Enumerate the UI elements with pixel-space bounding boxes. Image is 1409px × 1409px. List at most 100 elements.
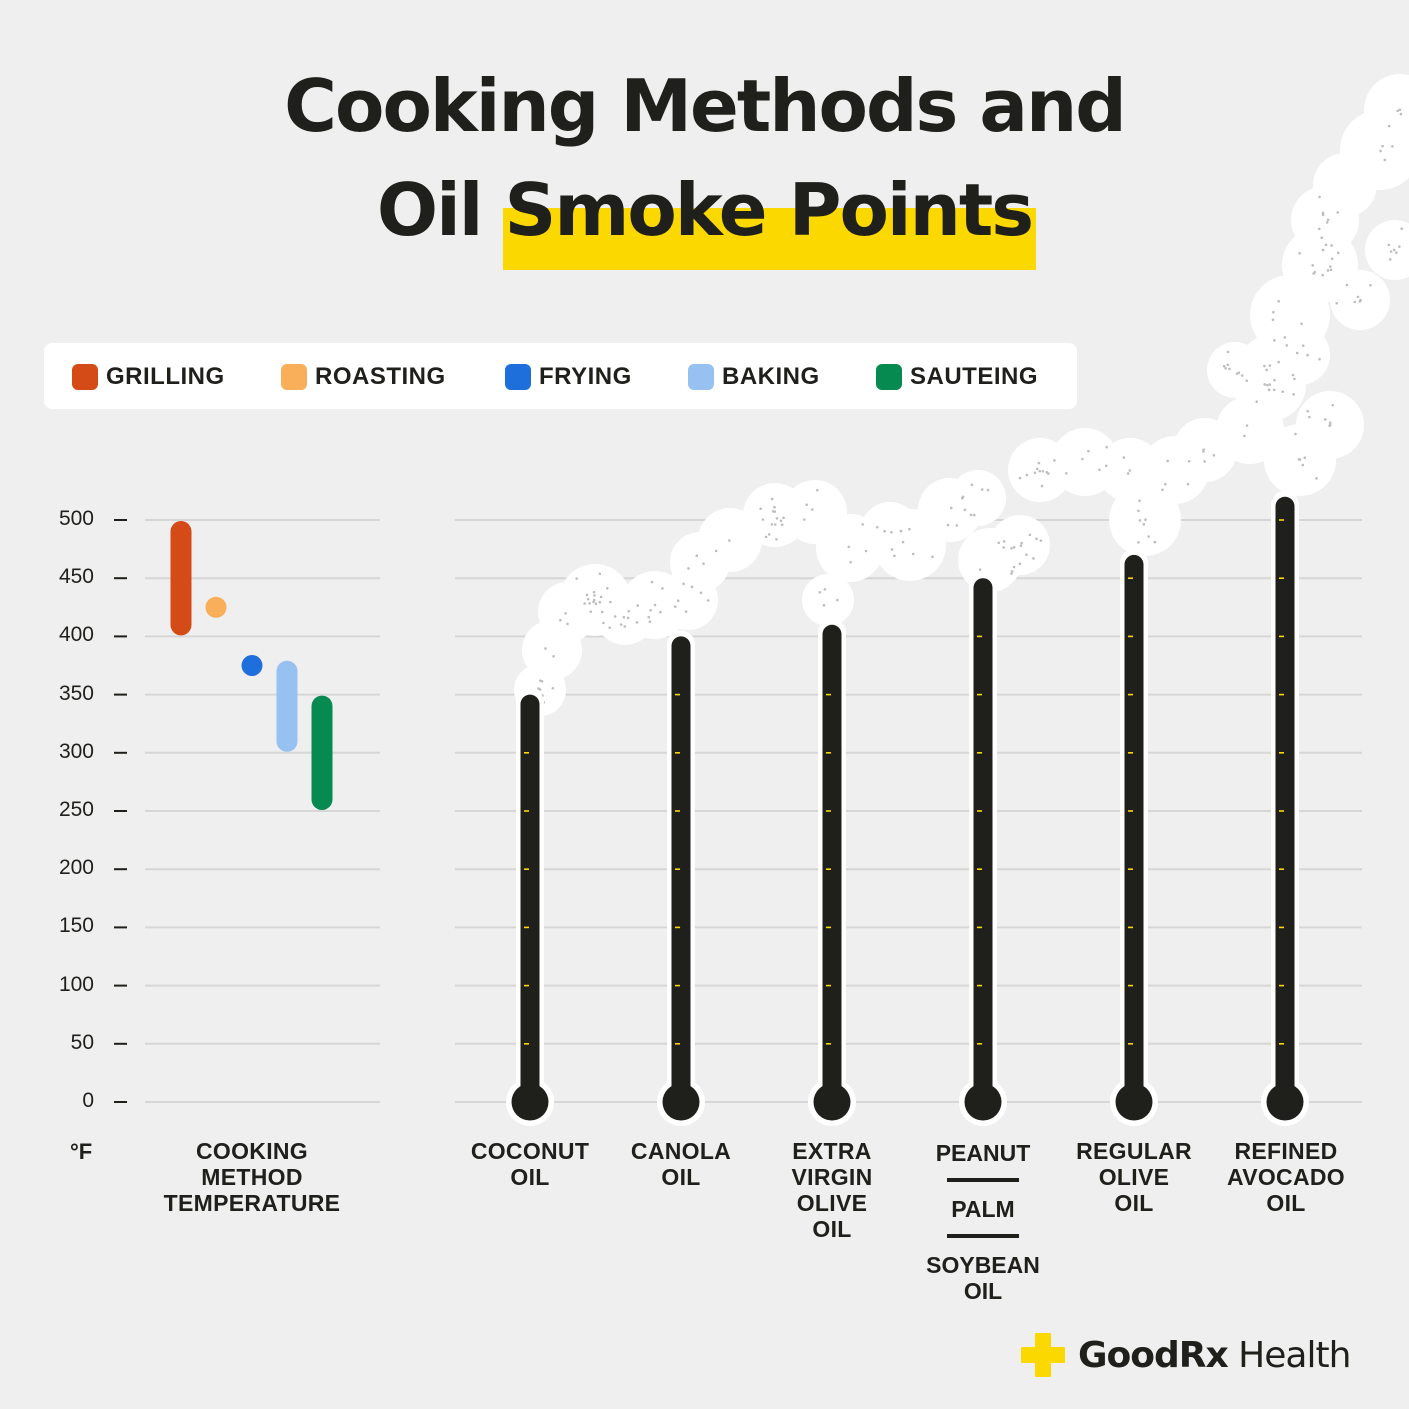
smoke-speckle: [1381, 144, 1384, 148]
smoke-speckle: [1326, 269, 1330, 272]
smoke-speckle: [1212, 454, 1216, 457]
smoke-speckle: [1285, 344, 1289, 347]
smoke-speckle: [1321, 213, 1325, 217]
smoke-puff: [1270, 325, 1330, 385]
brand-name: GoodRx Health: [1078, 1335, 1351, 1376]
smoke-speckle: [1245, 424, 1249, 427]
y-tick-label: 0: [82, 1089, 94, 1112]
smoke-speckle: [1203, 460, 1206, 463]
smoke-speckle: [1295, 351, 1299, 355]
y-tick-label: 300: [58, 739, 94, 763]
smoke-speckle: [687, 567, 690, 570]
smoke-speckle: [613, 615, 617, 618]
method-point-frying: [241, 655, 263, 676]
x-label-refined-avocado-oil: REFINED AVOCADO OIL: [1227, 1138, 1345, 1216]
smoke-speckle: [1399, 112, 1403, 116]
smoke-speckle: [1400, 227, 1404, 231]
smoke-speckle: [1020, 541, 1024, 545]
smoke-speckle: [1277, 360, 1280, 364]
smoke-speckle: [764, 535, 768, 539]
smoke-speckle: [1329, 268, 1333, 272]
legend-item-baking: BAKING: [688, 363, 820, 391]
smoke-speckle: [1243, 434, 1246, 438]
smoke-speckle: [608, 626, 612, 629]
x-label-peanut-palm-soybean: PEANUT PALM SOYBEAN OIL: [910, 1140, 1056, 1304]
smoke-speckle: [564, 612, 567, 615]
smoke-speckle: [1391, 145, 1394, 148]
smoke-speckle: [775, 516, 779, 520]
smoke-speckle: [1002, 540, 1006, 543]
smoke-puff: [950, 470, 1006, 526]
smoke-speckle: [1336, 251, 1340, 255]
y-tick-label: 50: [70, 1030, 94, 1054]
smoke-speckle: [626, 616, 630, 620]
smoke-speckle: [970, 483, 974, 487]
smoke-speckle: [653, 603, 657, 607]
smoke-speckle: [1387, 243, 1391, 247]
goodrx-plus-icon: [1021, 1333, 1065, 1377]
smoke-speckle: [695, 554, 699, 557]
legend-swatch: [72, 364, 98, 390]
smoke-speckle: [1330, 244, 1333, 247]
smoke-speckle: [899, 529, 903, 533]
smoke-speckle: [1047, 472, 1050, 475]
smoke-speckle: [1081, 457, 1084, 461]
smoke-speckle: [1353, 300, 1357, 304]
smoke-speckle: [583, 602, 586, 605]
smoke-speckle: [1226, 363, 1230, 367]
smoke-speckle: [823, 588, 827, 591]
smoke-speckle: [1012, 565, 1016, 569]
smoke-speckle: [782, 516, 785, 520]
smoke-speckle: [594, 602, 598, 606]
smoke-speckle: [1053, 459, 1056, 462]
smoke-speckle: [1318, 195, 1321, 199]
smoke-speckle: [836, 598, 839, 602]
smoke-speckle: [1025, 473, 1029, 477]
smoke-speckle: [598, 572, 602, 576]
smoke-speckle: [986, 488, 990, 492]
thermometer-column: [973, 578, 993, 1102]
smoke-speckle: [1281, 390, 1285, 393]
smoke-speckle: [1398, 245, 1401, 248]
smoke-speckle: [592, 598, 596, 602]
smoke-speckle: [623, 625, 627, 628]
smoke-speckle: [1315, 477, 1318, 480]
smoke-speckle: [1041, 469, 1045, 473]
smoke-speckle: [1224, 367, 1228, 370]
smoke-speckle: [673, 605, 677, 608]
smoke-speckle: [1263, 383, 1266, 386]
smoke-speckle: [1303, 456, 1307, 460]
legend-item-roasting: ROASTING: [281, 363, 446, 391]
brand-logo: GoodRx Health: [1020, 1330, 1351, 1380]
legend-swatch: [505, 364, 531, 390]
smoke-speckle: [1273, 378, 1276, 382]
smoke-speckle: [1293, 377, 1296, 381]
smoke-speckle: [1388, 258, 1392, 261]
smoke-speckle: [1321, 248, 1325, 252]
smoke-speckle: [1387, 124, 1391, 128]
smoke-speckle: [1396, 109, 1399, 113]
smoke-speckle: [875, 525, 879, 529]
method-range-sauteing: [311, 695, 333, 810]
legend-swatch: [281, 364, 307, 390]
smoke-speckle: [1358, 300, 1362, 303]
smoke-speckle: [575, 577, 578, 580]
smoke-speckle: [1137, 509, 1140, 513]
legend-label: SAUTEING: [910, 363, 1039, 390]
smoke-speckle: [779, 519, 783, 523]
smoke-speckle: [997, 541, 1001, 545]
smoke-speckle: [759, 507, 762, 511]
smoke-speckle: [1292, 393, 1295, 396]
smoke-speckle: [1321, 273, 1324, 277]
title-line-2: Oil Smoke Points: [0, 160, 1409, 270]
smoke-speckle: [1222, 364, 1226, 368]
smoke-speckle: [773, 510, 777, 513]
smoke-speckle: [702, 562, 705, 565]
smoke-speckle: [661, 587, 664, 590]
smoke-speckle: [1335, 301, 1339, 305]
smoke-speckle: [1301, 463, 1305, 467]
smoke-speckle: [1306, 409, 1309, 413]
smoke-speckle: [822, 604, 826, 607]
smoke-speckle: [955, 524, 959, 527]
smoke-speckle: [1202, 448, 1205, 451]
